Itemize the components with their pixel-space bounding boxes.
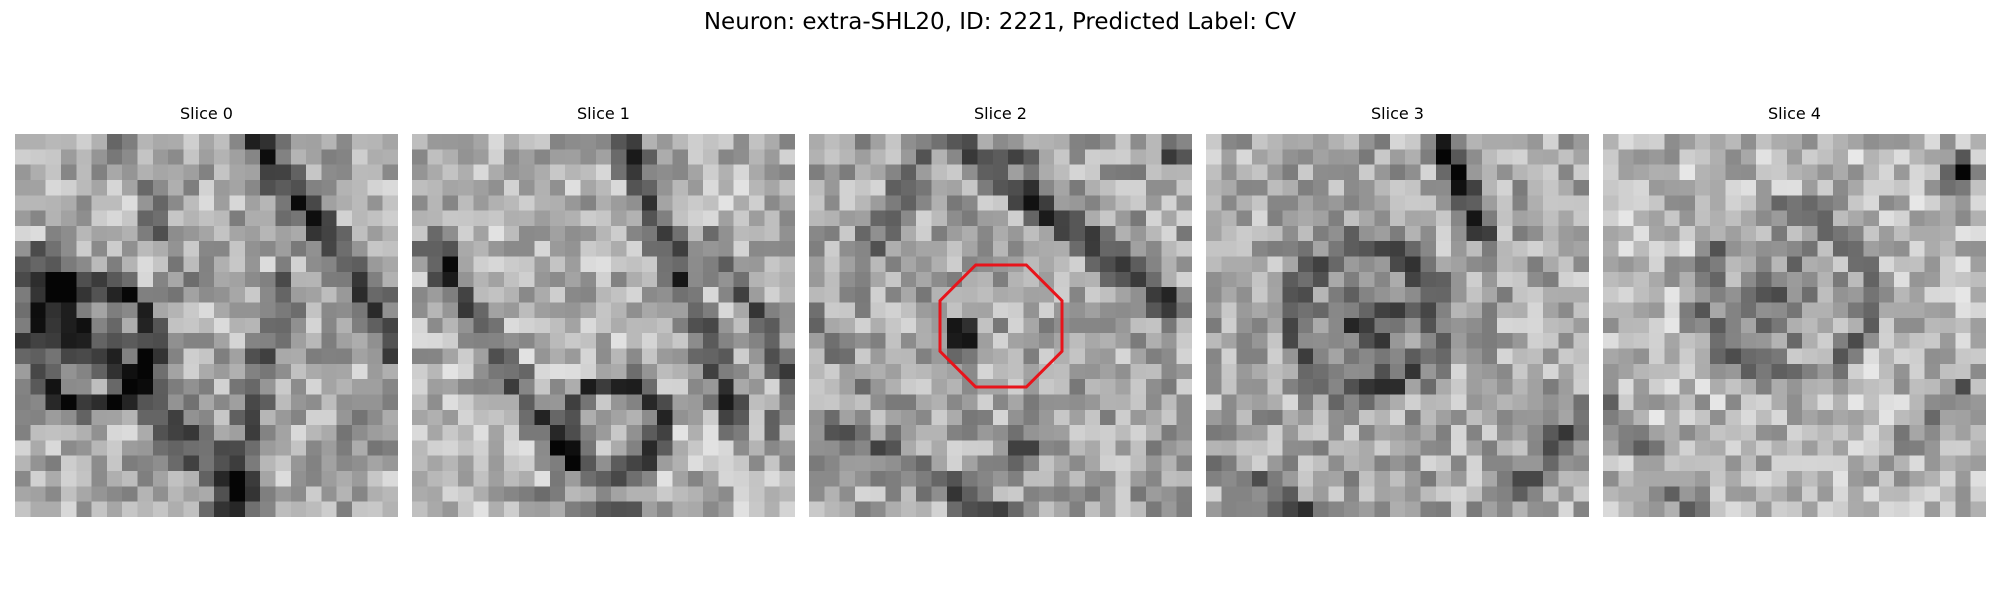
slice-image-pixels: [809, 134, 1192, 517]
slice-image-1: [412, 134, 795, 517]
red-octagon-marker: [938, 263, 1064, 389]
slice-title-0: Slice 0: [180, 104, 233, 123]
slice-title-3: Slice 3: [1371, 104, 1424, 123]
slice-title-4: Slice 4: [1768, 104, 1821, 123]
slice-image-pixels: [412, 134, 795, 517]
slice-image-3: [1206, 134, 1589, 517]
slice-image-4: [1603, 134, 1986, 517]
detection-marker: [938, 263, 1064, 389]
slice-image-pixels: [1206, 134, 1589, 517]
figure-title: Neuron: extra-SHL20, ID: 2221, Predicted…: [703, 9, 1297, 35]
slice-title-1: Slice 1: [577, 104, 630, 123]
slice-image-2: [809, 134, 1192, 517]
slice-title-2: Slice 2: [974, 104, 1027, 123]
slice-image-0: [15, 134, 398, 517]
slice-image-pixels: [15, 134, 398, 517]
slice-image-pixels: [1603, 134, 1986, 517]
